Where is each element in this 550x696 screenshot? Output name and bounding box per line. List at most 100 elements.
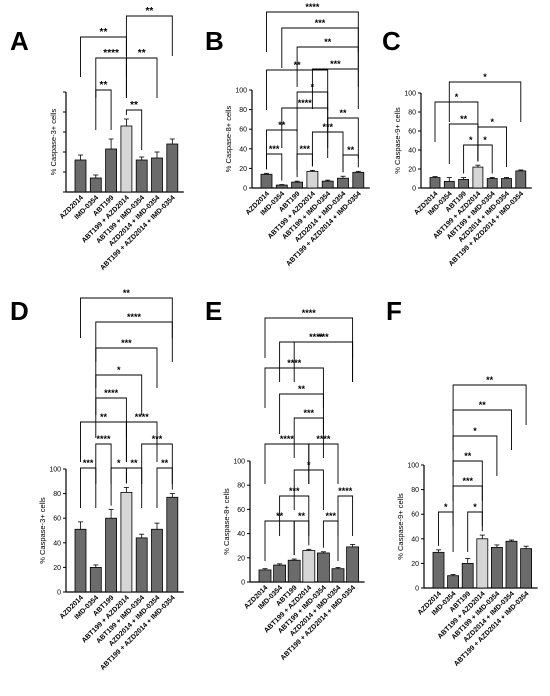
- significance-label: **: [123, 288, 131, 298]
- bar: [258, 569, 272, 583]
- significance-label: *: [469, 135, 473, 145]
- significance-label: ***: [299, 144, 310, 154]
- significance-label: **: [298, 384, 306, 394]
- significance-bracket: [279, 393, 324, 434]
- significance-label: *: [490, 117, 494, 127]
- significance-label: ***: [322, 122, 333, 132]
- y-tick-label: 40: [237, 531, 245, 538]
- significance-bracket: [296, 153, 313, 178]
- bar: [291, 181, 304, 189]
- significance-bracket: [95, 89, 112, 130]
- bar: [486, 178, 498, 189]
- significance-label: **: [294, 60, 302, 70]
- significance-label: ***: [462, 476, 473, 486]
- bar: [490, 547, 503, 589]
- bar: [306, 170, 319, 189]
- bar: [260, 173, 273, 189]
- significance-label: **: [100, 412, 108, 422]
- significance-label: ***: [330, 59, 341, 69]
- significance-label: ***: [304, 408, 315, 418]
- significance-bracket: [279, 495, 310, 536]
- y-axis-label: % Caspase-9+ cells: [396, 493, 405, 560]
- y-tick-label: 0: [57, 590, 61, 597]
- significance-bracket: [266, 129, 298, 170]
- y-tick-label: 20: [53, 565, 61, 572]
- y-tick-label: 40: [411, 536, 419, 543]
- bar: [458, 179, 470, 189]
- significance-bracket: [311, 68, 359, 109]
- bar: [515, 170, 527, 189]
- significance-bracket: [308, 443, 339, 484]
- bar: [337, 177, 349, 189]
- panel-letter: B: [205, 26, 224, 56]
- significance-bracket: [141, 443, 173, 484]
- y-tick-label: 60: [237, 507, 245, 514]
- significance-label: **: [464, 451, 472, 461]
- panel-letter: C: [382, 26, 401, 56]
- significance-bracket: [293, 469, 324, 510]
- significance-label: **: [130, 100, 138, 111]
- y-tick-label: 100: [49, 467, 61, 474]
- significance-label: ***: [289, 486, 300, 496]
- significance-label: *: [483, 72, 487, 82]
- significance-bracket: [80, 36, 127, 77]
- significance-label: ***: [152, 434, 163, 444]
- bar: [346, 546, 360, 583]
- bar: [135, 537, 148, 593]
- significance-bracket: [293, 341, 354, 382]
- bar: [120, 491, 133, 593]
- y-tick-label: 80: [408, 110, 416, 117]
- significance-bracket: [125, 421, 158, 462]
- bar: [321, 180, 334, 189]
- y-tick-label: 40: [239, 146, 247, 153]
- significance-label: **: [298, 511, 306, 521]
- significance-label: *: [483, 135, 487, 145]
- panel-letter: E: [205, 296, 222, 326]
- significance-bracket: [337, 495, 354, 536]
- y-tick-label: 100: [235, 88, 247, 95]
- bar: [461, 563, 474, 589]
- significance-bracket: [327, 117, 359, 158]
- y-tick-label: 20: [237, 555, 245, 562]
- significance-label: *: [311, 82, 315, 92]
- significance-bracket: [452, 460, 483, 501]
- y-tick-label: 80: [53, 491, 61, 498]
- significance-label: *: [473, 502, 477, 512]
- significance-bracket: [95, 321, 173, 362]
- bar: [135, 159, 148, 193]
- significance-bracket: [477, 126, 507, 167]
- significance-bracket: [125, 15, 173, 56]
- significance-label: **: [347, 145, 355, 155]
- significance-label: ***: [325, 511, 336, 521]
- significance-bracket: [80, 467, 97, 508]
- bar: [476, 538, 489, 589]
- significance-bracket: [467, 511, 483, 552]
- significance-label: ****: [305, 2, 320, 12]
- significance-bracket: [266, 11, 359, 52]
- significance-label: **: [100, 80, 108, 91]
- significance-bracket: [156, 467, 173, 508]
- significance-label: **: [100, 27, 108, 38]
- significance-label: ****: [96, 434, 111, 444]
- significance-label: *: [444, 502, 448, 512]
- y-tick-label: 40: [53, 540, 61, 547]
- significance-label: **: [324, 37, 332, 47]
- significance-label: ****: [316, 434, 331, 444]
- bar: [302, 550, 316, 583]
- bar: [74, 159, 87, 193]
- bar: [432, 551, 445, 589]
- panel-letter: D: [10, 296, 29, 326]
- significance-label: ****: [103, 48, 119, 59]
- y-tick-label: 60: [408, 129, 416, 136]
- significance-label: ****: [309, 332, 324, 342]
- significance-bracket: [125, 57, 158, 98]
- significance-bracket: [452, 384, 527, 425]
- y-axis-label: % Caspase-3+ cells: [49, 109, 58, 176]
- panel-a: A% Caspase-3+ cellsAZD2014IMD-0354ABT199…: [10, 6, 184, 272]
- significance-bracket: [311, 131, 344, 172]
- significance-label: *: [307, 460, 311, 470]
- significance-label: **: [131, 458, 139, 468]
